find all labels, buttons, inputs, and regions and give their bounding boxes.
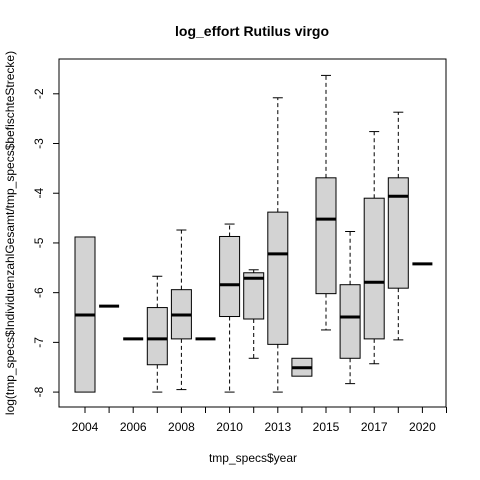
box-body <box>387 177 409 289</box>
x-tick-label: 2020 <box>409 420 436 434</box>
x-tick-label: 2010 <box>216 420 243 434</box>
box-group <box>74 74 433 393</box>
x-tick-label: 2017 <box>361 420 388 434</box>
box-9 <box>291 357 313 377</box>
box-body <box>363 197 385 340</box>
box-body <box>315 177 337 295</box>
x-axis-label: tmp_specs$year <box>209 451 297 465</box>
box-body <box>243 272 265 320</box>
y-tick-label: -7 <box>32 337 46 348</box>
y-tick-label: -5 <box>32 237 46 248</box>
box-4 <box>170 229 192 391</box>
box-8 <box>267 97 289 393</box>
y-tick-label: -8 <box>32 386 46 397</box>
box-7 <box>243 269 265 359</box>
chart-title: log_effort Rutilus virgo <box>175 23 329 39</box>
y-tick-label: -4 <box>32 188 46 199</box>
x-tick-label: 2015 <box>313 420 340 434</box>
x-tick-label: 2013 <box>264 420 291 434</box>
box-10 <box>315 74 337 331</box>
box-body <box>339 284 361 359</box>
box-body <box>219 235 241 318</box>
y-tick-label: -2 <box>32 88 46 99</box>
box-0 <box>74 236 96 393</box>
box-3 <box>146 275 168 393</box>
y-tick-label: -6 <box>32 287 46 298</box>
box-6 <box>219 223 241 393</box>
x-tick-label: 2006 <box>120 420 147 434</box>
x-tick-label: 2004 <box>72 420 99 434</box>
box-body <box>267 211 289 345</box>
box-13 <box>387 111 409 341</box>
box-11 <box>339 231 361 385</box>
y-axis: -2 -3 -4 -5 -6 -7 -8 <box>32 88 60 397</box>
box-body <box>146 307 168 366</box>
x-tick-label: 2008 <box>168 420 195 434</box>
y-axis-label: log(tmp_specs$IndividuenzahlGesamt/tmp_s… <box>3 51 17 415</box>
x-axis: 2004 2006 2008 2010 2013 2015 2017 2020 <box>72 406 447 434</box>
box-12 <box>363 131 385 365</box>
y-tick-label: -3 <box>32 138 46 149</box>
